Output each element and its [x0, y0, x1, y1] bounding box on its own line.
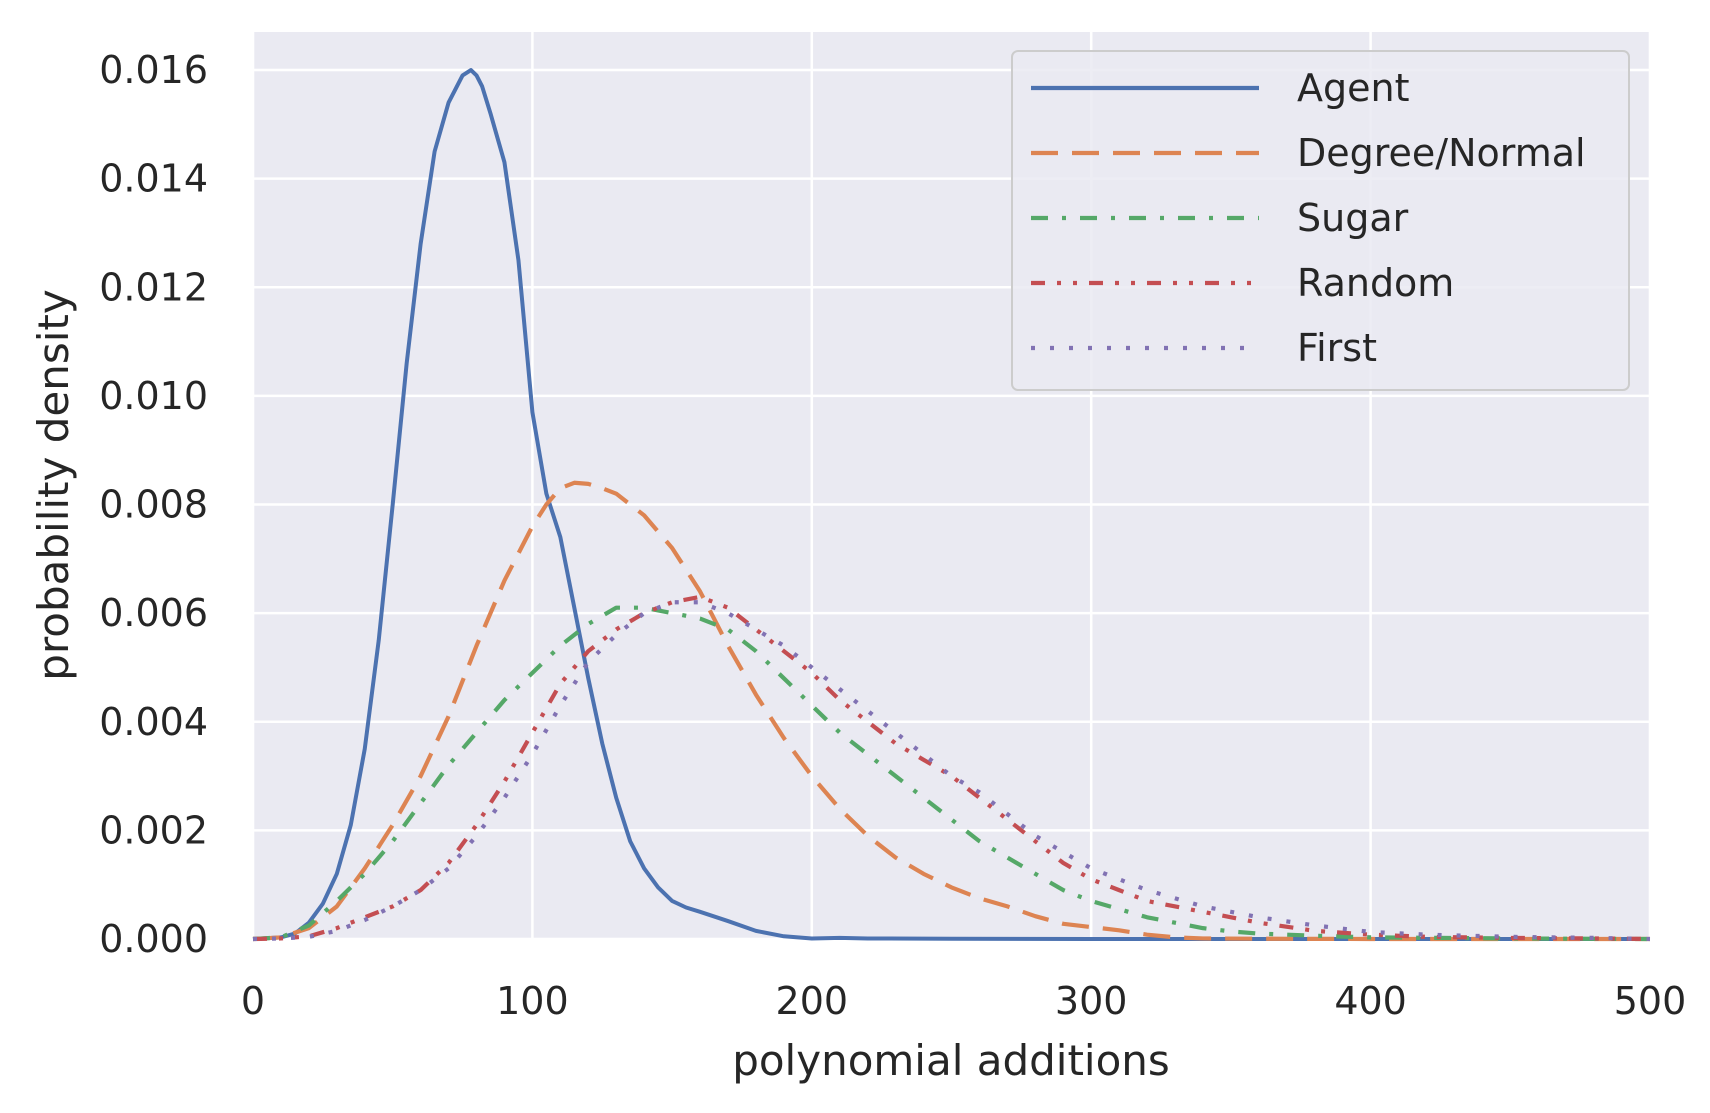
- x-tick-label: 400: [1334, 979, 1407, 1023]
- y-tick-label: 0.012: [99, 265, 208, 309]
- legend-label-agent: Agent: [1297, 66, 1409, 110]
- y-tick-label: 0.008: [99, 483, 208, 527]
- x-tick-label: 200: [776, 979, 849, 1023]
- y-tick-label: 0.004: [99, 700, 208, 744]
- legend: Agent Degree/Normal Sugar Random First: [1011, 50, 1630, 391]
- y-tick-label: 0.016: [99, 48, 208, 92]
- legend-label-first: First: [1297, 326, 1377, 370]
- tick-labels: 0 100 200 300 400 500 0.000 0.002 0.004 0.006 0.00…: [99, 48, 1686, 1023]
- x-tick-label: 500: [1614, 979, 1687, 1023]
- series-lines: [252, 68, 1651, 942]
- legend-items: Agent Degree/Normal Sugar Random First: [1031, 66, 1586, 370]
- y-tick-label: 0.002: [99, 808, 208, 852]
- x-tick-label: 100: [496, 979, 569, 1023]
- series-line-sugar: [252, 605, 1651, 942]
- y-tick-label: 0.010: [99, 374, 208, 418]
- x-axis-title: polynomial additions: [732, 1036, 1170, 1085]
- legend-label-degree-normal: Degree/Normal: [1297, 131, 1586, 175]
- series-line-degree-normal: [252, 480, 1650, 942]
- y-tick-label: 0.014: [99, 157, 208, 201]
- x-tick-label: 300: [1055, 979, 1128, 1023]
- y-tick-label: 0.000: [99, 917, 208, 961]
- legend-label-random: Random: [1297, 261, 1454, 305]
- legend-label-sugar: Sugar: [1297, 196, 1409, 240]
- series-line-random: [252, 594, 1651, 942]
- x-tick-label: 0: [241, 979, 265, 1023]
- y-axis-title: probability density: [29, 289, 78, 680]
- y-tick-label: 0.006: [99, 591, 208, 635]
- series-line-first: [252, 600, 1651, 942]
- legend-box: [1011, 50, 1630, 391]
- series-line-agent: [252, 68, 1650, 941]
